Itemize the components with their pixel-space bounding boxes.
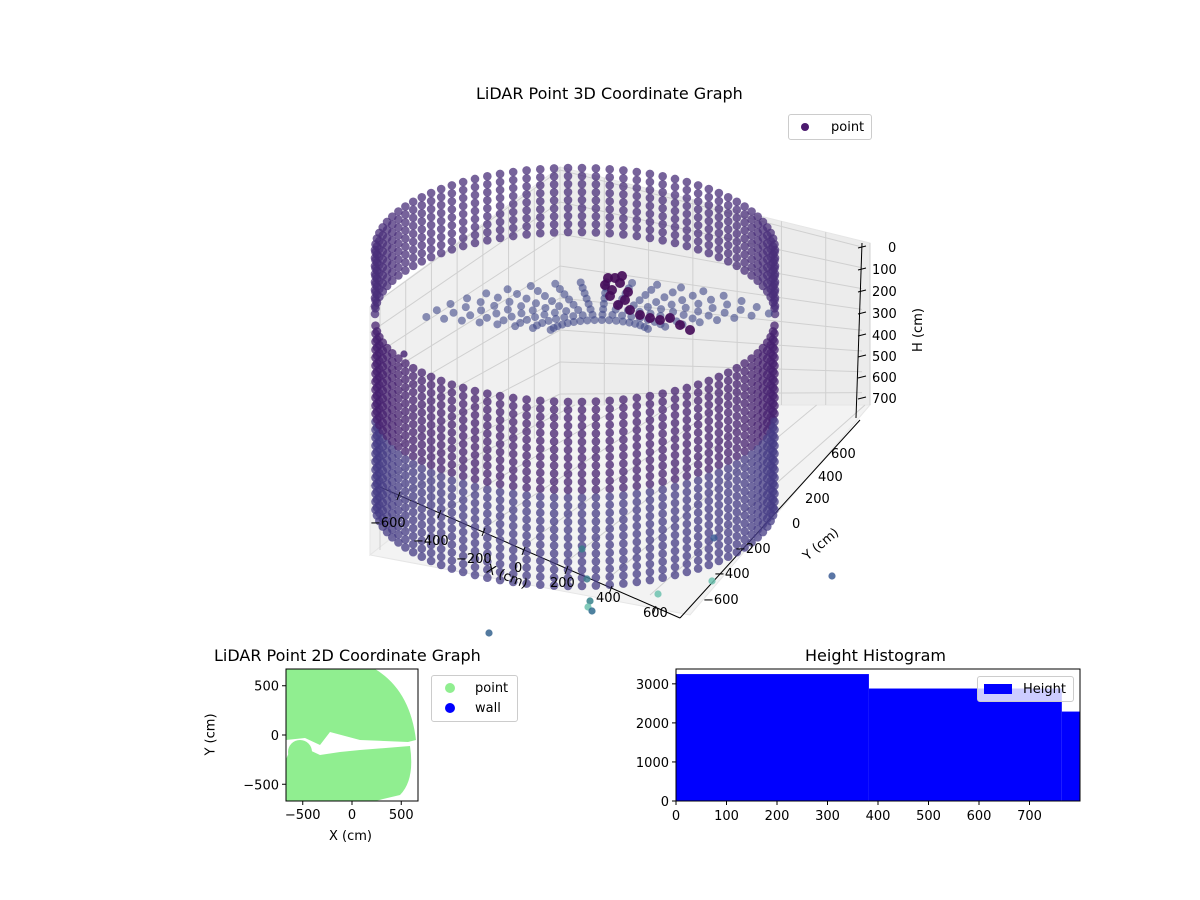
legend-label-point: point (475, 680, 509, 696)
y-tick-label: −500 (243, 778, 279, 793)
x-tick-label: 200 (550, 576, 575, 591)
legend-swatch-height-icon (984, 684, 1012, 694)
legend-label-point: point (831, 119, 865, 135)
y-tick-label: 2000 (636, 717, 669, 732)
y-tick-label: 0 (271, 729, 279, 744)
x-tick-label: 700 (1017, 809, 1042, 824)
plot3d-title: LiDAR Point 3D Coordinate Graph (476, 84, 743, 103)
hist-bar (676, 674, 869, 801)
z-tick-label: 200 (872, 285, 897, 300)
y-tick-label: 500 (254, 680, 279, 695)
x-tick-label: 0 (348, 808, 356, 823)
y-tick-label: 0 (792, 517, 800, 532)
legend-marker-wall-icon (445, 703, 455, 713)
legend-marker-point-icon (801, 123, 809, 131)
x-tick-label: 200 (765, 809, 790, 824)
plot2d-xlabel: X (cm) (329, 829, 372, 844)
x-tick-label: 300 (815, 809, 840, 824)
hist-bar (868, 688, 1062, 801)
z-tick-label: 100 (872, 263, 897, 278)
y-tick-label: −200 (735, 542, 771, 557)
plot2d-legend: point wall (431, 675, 518, 722)
y-tick-label: 600 (831, 447, 856, 462)
y-tick-label: −400 (714, 567, 750, 582)
legend-label-height: Height (1023, 681, 1066, 697)
y-tick-label: 3000 (636, 678, 669, 693)
x-tick-label: 400 (866, 809, 891, 824)
hist-legend: Height (977, 676, 1074, 702)
x-tick-label: 600 (643, 606, 668, 621)
y-tick-label: 1000 (636, 756, 669, 771)
plot2d-axes[interactable]: −500 0 500 −500 0 500 (200, 660, 440, 860)
x-tick-label: 400 (596, 591, 621, 606)
z-tick-label: 600 (872, 371, 897, 386)
x-tick-label: 500 (916, 809, 941, 824)
z-tick-label: 400 (872, 329, 897, 344)
plot2d-title: LiDAR Point 2D Coordinate Graph (214, 646, 481, 665)
plot2d-ylabel: Y (cm) (203, 713, 219, 756)
y-tick-label: −600 (703, 593, 739, 608)
x-tick-label: −400 (413, 534, 449, 549)
y-axis-label: Y (cm) (799, 525, 842, 564)
z-tick-label: 700 (872, 392, 897, 407)
y-tick-label: 400 (818, 470, 843, 485)
hist-bar (1061, 711, 1080, 801)
x-tick-label: 600 (967, 809, 992, 824)
z-tick-label: 0 (888, 241, 896, 256)
y-tick-label: 200 (805, 492, 830, 507)
x-tick-label: 500 (389, 808, 414, 823)
x-tick-label: −500 (285, 808, 321, 823)
z-axis-label: H (cm) (911, 308, 926, 352)
x-tick-label: 100 (714, 809, 739, 824)
y-tick-label: 0 (661, 795, 669, 810)
z-tick-label: 300 (872, 307, 897, 322)
legend-label-wall: wall (475, 700, 501, 716)
x-tick-label: −200 (456, 552, 492, 567)
plot3d-legend: point (788, 114, 872, 140)
legend-marker-point-icon (445, 683, 455, 693)
hist-axes[interactable]: 0 100 200 300 400 500 600 700 0 1000 2000 3000 (620, 660, 1100, 840)
x-tick-label: −600 (370, 516, 406, 531)
hist-title: Height Histogram (805, 646, 946, 665)
z-tick-label: 500 (872, 350, 897, 365)
x-tick-label: 0 (514, 561, 522, 576)
x-tick-label: 0 (672, 809, 680, 824)
